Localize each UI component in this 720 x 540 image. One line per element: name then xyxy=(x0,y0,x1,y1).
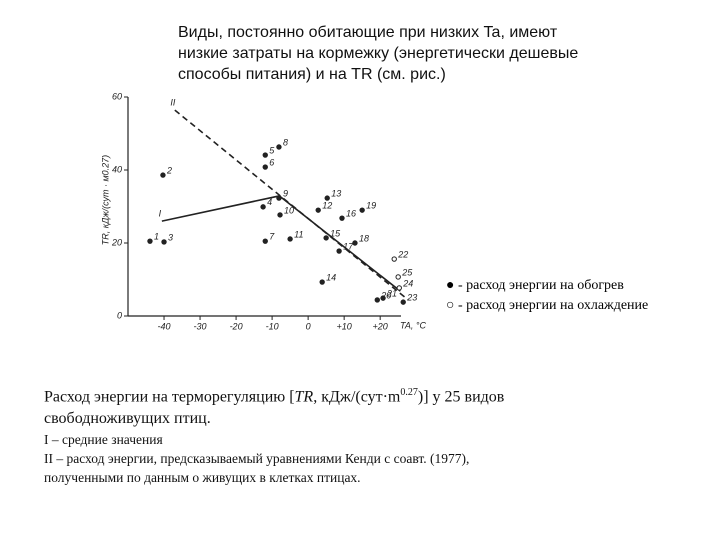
x-tick-label: -30 xyxy=(194,321,207,331)
point-label: 12 xyxy=(322,201,332,211)
point-label: 24 xyxy=(402,278,413,288)
point-label: 25 xyxy=(401,267,413,277)
text: )] у 25 видов xyxy=(417,388,505,406)
text: 0.27 xyxy=(400,387,418,398)
point xyxy=(262,164,268,170)
point-label: 22 xyxy=(397,249,408,259)
x-tick-label: -10 xyxy=(266,321,279,331)
point-label: 7 xyxy=(269,232,275,242)
point xyxy=(160,172,166,178)
point-label: 14 xyxy=(326,272,336,282)
x-tick-label: -40 xyxy=(158,321,171,331)
point xyxy=(395,274,401,280)
point-label: 11 xyxy=(294,229,303,239)
text: , кДж/(сут·m xyxy=(313,388,401,406)
point xyxy=(277,212,283,218)
point xyxy=(391,256,397,262)
point-label: 19 xyxy=(366,201,376,211)
point xyxy=(276,144,282,150)
point xyxy=(400,299,406,305)
y-tick-label: 20 xyxy=(111,237,122,247)
legend-entry: ○ - расход энергии на охлаждение xyxy=(446,298,649,313)
y-tick-label: 40 xyxy=(112,164,122,174)
point xyxy=(260,204,266,210)
x-tick-label: +20 xyxy=(373,321,388,331)
point-label: 9 xyxy=(283,188,288,198)
line-label: I xyxy=(159,208,162,218)
line-label: II xyxy=(170,98,176,108)
point-label: 2 xyxy=(166,165,172,175)
point-label: 1 xyxy=(154,232,159,242)
point xyxy=(287,236,293,242)
point-label: 6 xyxy=(269,157,274,167)
y-tick-label: 60 xyxy=(112,91,122,101)
legend-entry: ● - расход энергии на обогрев xyxy=(446,278,624,293)
point-label: 21 xyxy=(386,288,397,298)
caption-line: II – расход энергии, предсказываемый ура… xyxy=(44,451,470,467)
point-label: 18 xyxy=(359,233,369,243)
heading-line: способы питания) и на TR (см. рис.) xyxy=(178,66,446,83)
point-label: 20 xyxy=(380,290,391,300)
x-tick-label: +10 xyxy=(337,321,352,331)
point-label: 5 xyxy=(269,145,275,155)
trend-line xyxy=(174,109,409,301)
point xyxy=(161,239,167,245)
heading-line: низкие затраты на кормежку (энергетическ… xyxy=(178,45,579,62)
caption-line: полученными по данным о живущих в клетка… xyxy=(44,470,361,486)
point xyxy=(315,207,321,213)
point xyxy=(319,279,325,285)
heading: Виды, постоянно обитающие при низких Ta,… xyxy=(178,22,578,85)
point-label: 17 xyxy=(343,241,354,251)
point xyxy=(336,248,342,254)
point xyxy=(380,295,386,301)
point xyxy=(147,238,153,244)
text: TR xyxy=(294,388,314,406)
point-label: 8 xyxy=(283,137,288,147)
point xyxy=(276,195,282,201)
point xyxy=(324,195,330,201)
point xyxy=(396,285,402,291)
caption-line: I – средние значения xyxy=(44,432,163,448)
point xyxy=(262,152,268,158)
caption: Расход энергии на терморегуляцию [TR, кД… xyxy=(44,382,504,487)
y-tick-label: 0 xyxy=(117,310,122,320)
point xyxy=(374,297,380,303)
legend: ● - расход энергии на обогрев ○ - расход… xyxy=(446,276,648,316)
caption-line: свободноживущих птиц. xyxy=(44,410,211,428)
point-label: 16 xyxy=(346,209,356,219)
point xyxy=(339,215,345,221)
point-label: 23 xyxy=(406,293,417,303)
point xyxy=(352,240,358,246)
point-label: 10 xyxy=(284,205,294,215)
point-label: 15 xyxy=(330,228,341,238)
point-label: 13 xyxy=(331,188,341,198)
x-tick-label: -20 xyxy=(230,321,243,331)
heading-line: Виды, постоянно обитающие при низких Ta,… xyxy=(178,24,558,41)
caption-line: Расход энергии на терморегуляцию [TR, кД… xyxy=(44,382,504,408)
point xyxy=(323,235,329,241)
point-label: 3 xyxy=(168,232,173,242)
text: Расход энергии на терморегуляцию [ xyxy=(44,388,295,406)
point xyxy=(262,238,268,244)
x-axis-label: TA, °C xyxy=(400,320,426,330)
point xyxy=(359,207,365,213)
point-label: 4 xyxy=(267,197,272,207)
y-axis-label: TR, кДж/(сут · м0.27) xyxy=(100,155,110,245)
x-tick-label: 0 xyxy=(306,321,311,331)
